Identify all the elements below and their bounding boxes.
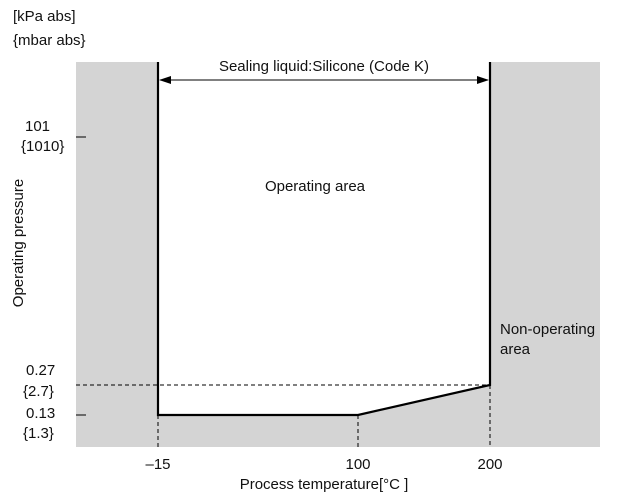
y-tick-label-013-mbar: {1.3} [23, 425, 54, 442]
arrow-head-left [159, 76, 171, 84]
y-tick-label-013-kpa: 0.13 [26, 405, 55, 422]
operating-boundary [156, 62, 492, 417]
arrow-head-right [477, 76, 489, 84]
operating-area-label: Operating area [265, 178, 366, 195]
x-tick-label-minus15: –15 [145, 456, 170, 473]
y-axis-title: Operating pressure [10, 179, 27, 307]
y-unit-mbar: {mbar abs} [13, 32, 86, 49]
non-operating-label-line2: area [500, 341, 531, 358]
y-unit-kpa: [kPa abs] [13, 8, 76, 25]
y-tick-label-101-kpa: 101 [25, 118, 50, 135]
y-tick-label-101-mbar: {1010} [21, 138, 64, 155]
x-tick-label-200: 200 [477, 456, 502, 473]
y-tick-label-027-kpa: 0.27 [26, 362, 55, 379]
operating-region [158, 62, 490, 415]
sealing-liquid-label: Sealing liquid:Silicone (Code K) [219, 58, 429, 75]
x-axis-title: Process temperature[°C ] [240, 476, 409, 493]
y-tick-label-027-mbar: {2.7} [23, 383, 54, 400]
non-operating-label-line1: Non-operating [500, 321, 595, 338]
x-tick-label-100: 100 [345, 456, 370, 473]
